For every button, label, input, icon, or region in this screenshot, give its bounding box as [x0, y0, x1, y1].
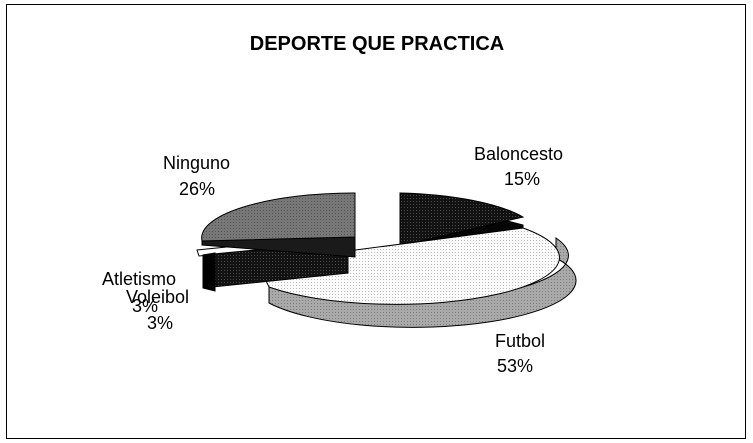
chart-title: DEPORTE QUE PRACTICA	[249, 33, 505, 55]
chart-frame: DEPORTE QUE PRACTICA	[6, 4, 746, 439]
pct-ninguno: 26%	[179, 179, 215, 199]
slice-futbol	[256, 227, 560, 305]
label-ninguno: Ninguno	[163, 153, 230, 173]
slice-baloncesto	[399, 192, 525, 247]
pct-atletismo: 3%	[132, 296, 158, 316]
label-futbol: Futbol	[495, 331, 545, 351]
slice-ninguno	[201, 192, 356, 242]
pct-futbol: 53%	[497, 356, 533, 376]
label-baloncesto: Baloncesto	[474, 144, 563, 164]
pct-baloncesto: 15%	[504, 169, 540, 189]
pie-chart: Baloncesto 15% Futbol 53% Atletismo 3% V…	[102, 144, 577, 376]
label-voleibol: Voleibol	[126, 287, 189, 307]
slice-atletismo-front	[202, 252, 216, 292]
pct-voleibol: 3%	[147, 313, 173, 333]
label-atletismo: Atletismo	[102, 269, 176, 289]
